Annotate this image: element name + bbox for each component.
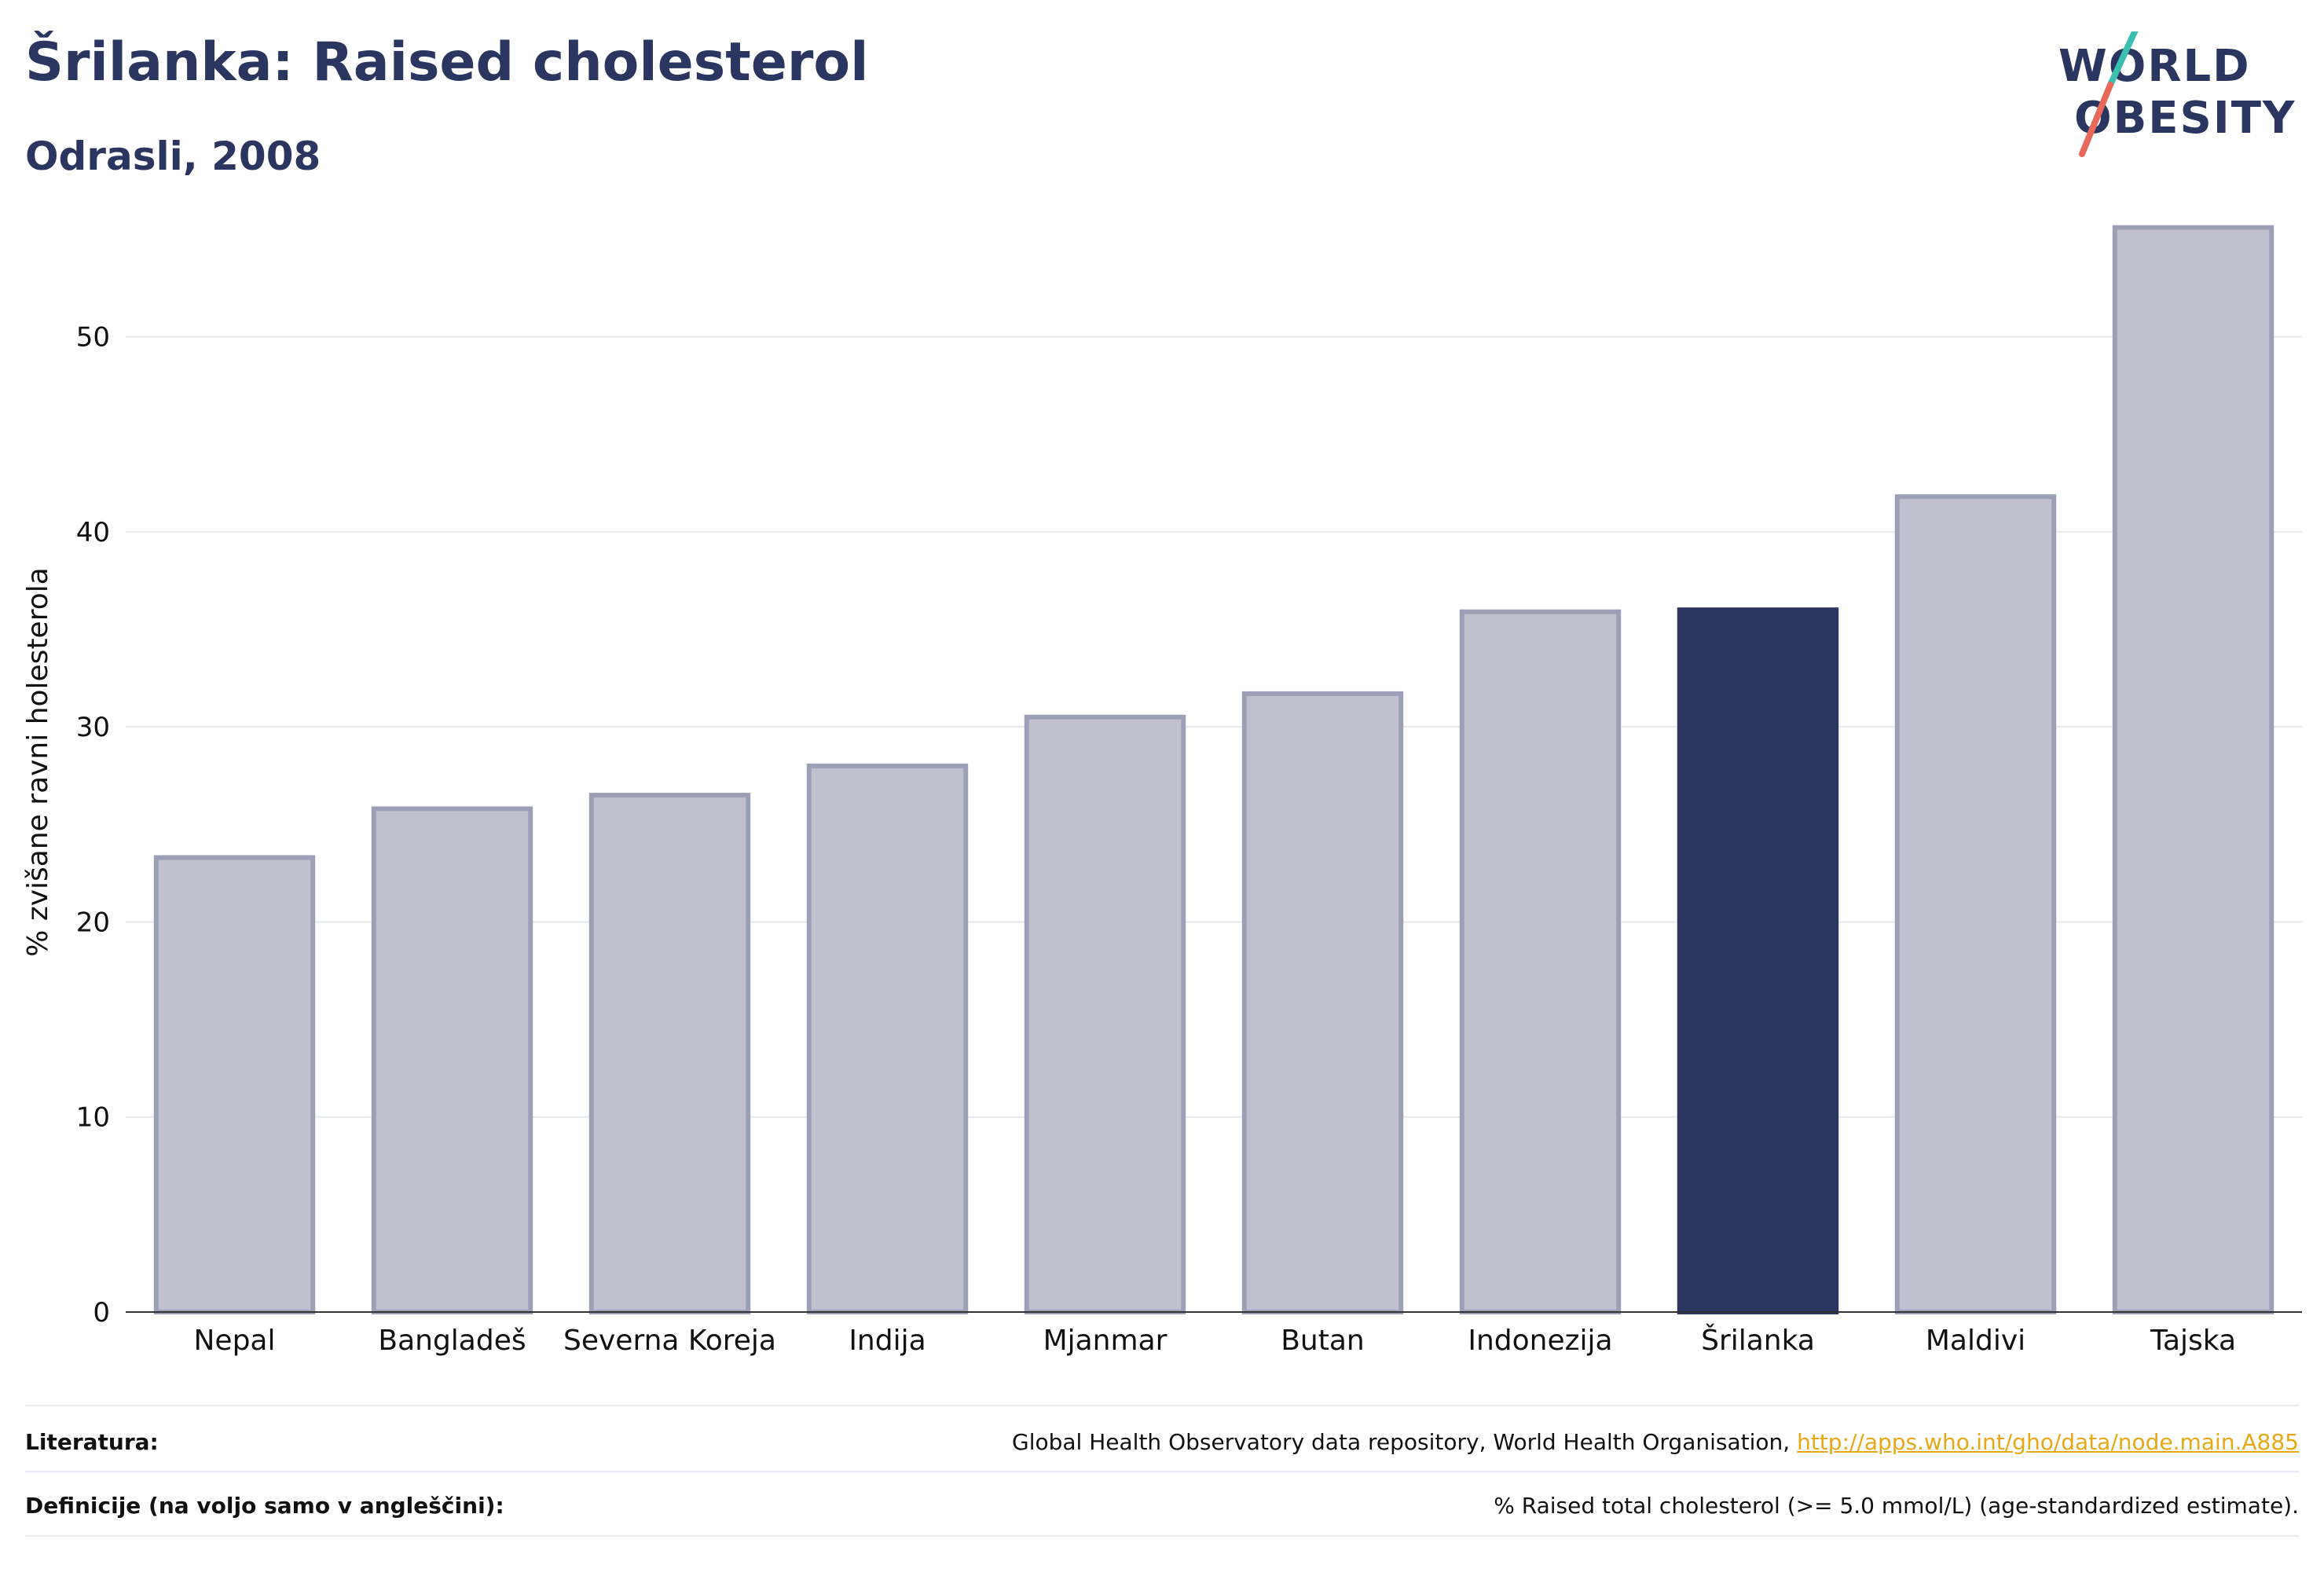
x-tick-label: Mjanmar — [1043, 1325, 1167, 1357]
footer-definitions-row: Definicije (na voljo samo v angleščini):… — [25, 1474, 2299, 1537]
x-tick-label: Butan — [1281, 1325, 1365, 1357]
x-tick-label: Indonezija — [1468, 1325, 1612, 1357]
bars — [153, 225, 2275, 1315]
y-tick-label: 20 — [76, 907, 110, 938]
x-tick-label: Šrilanka — [1701, 1324, 1815, 1357]
x-tick-label: Bangladeš — [378, 1325, 526, 1357]
bar[interactable] — [371, 806, 533, 1314]
footer-divider-bottom — [25, 1535, 2299, 1537]
page-subtitle: Odrasli, 2008 — [25, 134, 321, 179]
logo-slash-icon — [2079, 31, 2139, 157]
footer-sources-row: Literatura: Global Health Observatory da… — [25, 1410, 2299, 1473]
bar-chart: 0 10 20 30 40 50 Nepal Bangladeš Severna Koreja… — [22, 225, 2302, 1357]
world-obesity-logo[interactable]: WORLD OBESITY — [2051, 31, 2310, 173]
x-tick-label: Nepal — [194, 1325, 276, 1357]
bar[interactable] — [1894, 494, 2057, 1314]
logo-line1: WORLD — [2058, 41, 2251, 92]
bar-highlight[interactable] — [1677, 607, 1839, 1314]
x-axis-labels: Nepal Bangladeš Severna Koreja Indija Mjanma… — [194, 1324, 2237, 1357]
footer-divider-top — [25, 1405, 2299, 1406]
y-axis-ticks: 0 10 20 30 40 50 — [76, 322, 110, 1329]
sources-label: Literatura: — [25, 1428, 159, 1455]
definitions-text: % Raised total cholesterol (>= 5.0 mmol/… — [1494, 1492, 2299, 1519]
y-tick-label: 40 — [76, 517, 110, 548]
logo-line2: OBESITY — [2074, 93, 2297, 144]
x-tick-label: Maldivi — [1926, 1325, 2025, 1357]
x-tick-label: Tajska — [2150, 1325, 2236, 1357]
definitions-label: Definicije (na voljo samo v angleščini): — [25, 1492, 504, 1519]
bar[interactable] — [1459, 609, 1622, 1314]
bar[interactable] — [1241, 691, 1404, 1314]
bar[interactable] — [2112, 225, 2275, 1315]
y-tick-label: 0 — [93, 1297, 110, 1329]
sources-value: Global Health Observatory data repositor… — [1012, 1429, 2299, 1455]
bar[interactable] — [806, 763, 969, 1314]
bar[interactable] — [588, 793, 751, 1314]
sources-link[interactable]: http://apps.who.int/gho/data/node.main.A… — [1797, 1428, 2299, 1455]
x-tick-label: Severna Koreja — [563, 1325, 776, 1357]
y-axis-title: % zvišane ravni holesterola — [22, 567, 54, 957]
sources-text: Global Health Observatory data repositor… — [1012, 1428, 1798, 1455]
footer-divider-middle — [25, 1471, 2299, 1472]
y-tick-label: 50 — [76, 322, 110, 354]
bar[interactable] — [1024, 714, 1186, 1314]
page-title: Šrilanka: Raised cholesterol — [25, 31, 869, 93]
bar[interactable] — [153, 855, 316, 1314]
x-tick-label: Indija — [849, 1325, 926, 1357]
y-tick-label: 10 — [76, 1102, 110, 1134]
y-tick-label: 30 — [76, 712, 110, 743]
